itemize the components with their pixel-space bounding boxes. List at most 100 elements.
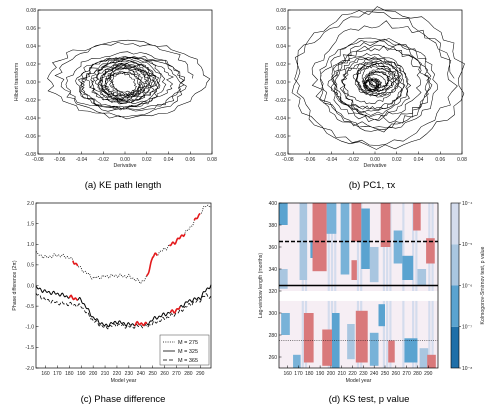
- trajectory-line: [291, 6, 465, 150]
- y-tick-label: 380: [269, 223, 278, 229]
- y-tick-label: -0.08: [275, 152, 287, 158]
- heatmap-cell: [340, 203, 350, 275]
- highlight-segment: [68, 294, 78, 301]
- highlight-segment: [134, 320, 148, 327]
- x-tick-label: 0.02: [392, 157, 402, 163]
- heatmap-cell: [369, 332, 379, 366]
- x-axis-label: Model year: [111, 378, 137, 384]
- heatmap-cell: [427, 354, 436, 368]
- x-tick-label: 190: [77, 371, 86, 377]
- x-tick-label: 0.04: [164, 157, 174, 163]
- x-tick-label: 260: [160, 371, 169, 377]
- x-tick-label: 0.04: [414, 157, 424, 163]
- x-tick-label: 250: [381, 371, 390, 377]
- heatmap-cell: [426, 238, 435, 264]
- x-tick-label: 200: [327, 371, 336, 377]
- panel-a: -0.08 -0.06 -0.04 -0.02 0.00 0.02 0.04 0.06 0.08…: [14, 8, 217, 169]
- x-tick-label: 0.06: [435, 157, 445, 163]
- heatmap-cell: [351, 203, 362, 242]
- highlight-segment: [193, 213, 201, 221]
- x-tick-label: -0.02: [348, 157, 360, 163]
- series-line-dashed: [35, 293, 212, 330]
- y-tick-label: 400: [269, 201, 278, 207]
- y-tick-label: 0.02: [276, 62, 286, 68]
- heatmap-cell: [402, 255, 414, 280]
- colorbar-segment: [451, 326, 459, 368]
- x-tick-label: 180: [65, 371, 74, 377]
- heatmap-cell: [351, 260, 357, 280]
- y-tick-label: 1.0: [27, 242, 34, 248]
- x-tick-label: -0.04: [326, 157, 338, 163]
- y-tick-label: -0.04: [25, 116, 37, 122]
- x-tick-label: 170: [294, 371, 303, 377]
- y-tick-label: -1.0: [25, 325, 34, 331]
- y-tick-label: -2.0: [25, 366, 34, 372]
- y-tick-label: 0.00: [26, 80, 36, 86]
- caption-a: (a) KE path length: [85, 180, 162, 191]
- x-tick-label: -0.08: [282, 157, 294, 163]
- y-tick-label: 1.5: [27, 221, 34, 227]
- y-tick-label: 340: [269, 267, 278, 273]
- heatmap-cell: [388, 340, 395, 363]
- x-tick-label: 290: [424, 371, 433, 377]
- y-tick-label: -0.02: [275, 98, 287, 104]
- x-tick-label: 210: [338, 371, 347, 377]
- heatmap-cell: [380, 203, 391, 247]
- legend-label: M = 325: [178, 349, 198, 355]
- legend-label: M = 365: [178, 358, 198, 364]
- highlight-segment: [168, 233, 186, 247]
- x-tick-label: 190: [316, 371, 325, 377]
- x-axis-label: Model year: [346, 378, 372, 384]
- y-tick-label: 260: [269, 355, 278, 361]
- plot-frame: [278, 202, 439, 369]
- heatmap-cell: [312, 203, 327, 272]
- y-tick-label: 0.00: [276, 80, 286, 86]
- y-tick-label: 0.04: [276, 44, 286, 50]
- highlight-segment: [72, 260, 79, 267]
- x-tick-label: 0.02: [142, 157, 152, 163]
- x-tick-label: 260: [392, 371, 401, 377]
- y-axis-label: Lag-window length (months): [258, 253, 264, 318]
- x-tick-label: -0.04: [76, 157, 88, 163]
- x-tick-label: 0.06: [185, 157, 195, 163]
- panel-c: 160 170 180 190 200 210 220 230 240 250 260 270 280 2…: [12, 201, 212, 384]
- heatmap-cell: [378, 304, 385, 327]
- series-line-solid: [35, 284, 212, 328]
- heatmap-cell: [404, 338, 418, 363]
- x-tick-label: 0.00: [370, 157, 380, 163]
- legend-label: M = 275: [178, 340, 198, 346]
- y-tick-label: 0.06: [276, 26, 286, 32]
- panel-b: -0.08 -0.06 -0.04 -0.02 0.00 0.02 0.04 0.06 0.08…: [264, 6, 467, 169]
- y-tick-label: -0.02: [25, 98, 37, 104]
- x-axis-label: Derivative: [363, 163, 386, 169]
- plot-frame: [37, 9, 213, 155]
- series-line-dotted: [35, 204, 212, 284]
- x-tick-label: 240: [370, 371, 379, 377]
- caption-b: (b) PC1, τx: [349, 180, 396, 191]
- y-tick-label: 320: [269, 289, 278, 295]
- y-tick-label: 0.02: [26, 62, 36, 68]
- y-tick-label: 0.0: [27, 283, 34, 289]
- x-tick-label: 210: [101, 371, 110, 377]
- x-tick-label: 170: [53, 371, 62, 377]
- x-tick-label: 220: [348, 371, 357, 377]
- heatmap-cell: [322, 329, 332, 366]
- heatmap-cell: [419, 348, 429, 368]
- x-tick-label: 160: [283, 371, 292, 377]
- y-tick-label: 0.08: [26, 8, 36, 14]
- heatmap-cell: [279, 203, 288, 225]
- heatmap-cell: [355, 310, 368, 363]
- x-tick-label: -0.06: [304, 157, 316, 163]
- legend-box: [159, 334, 210, 366]
- y-tick-label: 0.5: [27, 263, 34, 269]
- y-tick-label: -1.5: [25, 345, 34, 351]
- y-tick-label: 300: [269, 311, 278, 317]
- y-tick-label: 280: [269, 333, 278, 339]
- y-axis-label: Hilbert transform: [264, 63, 270, 101]
- panel-d: 160 170 180 190 200 210 220 230 240 250 260 270 280 2…: [258, 201, 486, 384]
- y-tick-label: -0.04: [275, 116, 287, 122]
- colorbar-segment: [451, 244, 459, 286]
- x-tick-label: 270: [172, 371, 181, 377]
- y-tick-label: 0.06: [26, 26, 36, 32]
